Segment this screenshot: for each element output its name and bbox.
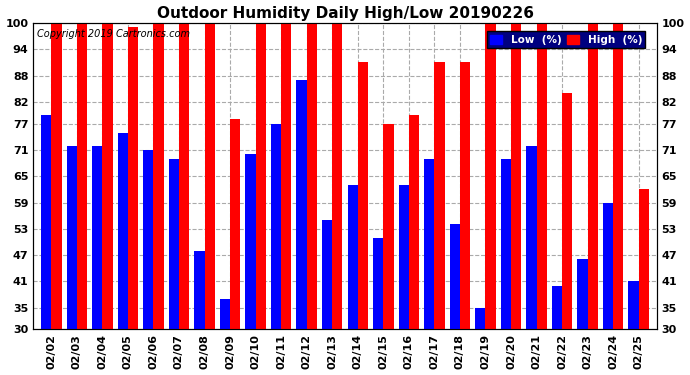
Bar: [246, 154, 255, 330]
Bar: [639, 189, 649, 330]
Bar: [537, 23, 546, 330]
Bar: [271, 124, 281, 330]
Bar: [195, 251, 204, 330]
Bar: [306, 23, 317, 330]
Bar: [41, 115, 51, 330]
Bar: [511, 23, 521, 330]
Bar: [332, 23, 342, 330]
Bar: [169, 159, 179, 330]
Bar: [220, 299, 230, 330]
Bar: [486, 23, 495, 330]
Bar: [578, 260, 588, 330]
Bar: [67, 146, 77, 330]
Bar: [358, 63, 368, 330]
Bar: [501, 159, 511, 330]
Bar: [322, 220, 332, 330]
Bar: [526, 146, 537, 330]
Bar: [460, 63, 470, 330]
Bar: [475, 308, 486, 330]
Bar: [552, 286, 562, 330]
Bar: [255, 23, 266, 330]
Bar: [281, 23, 291, 330]
Bar: [399, 185, 409, 330]
Bar: [51, 23, 61, 330]
Bar: [77, 23, 87, 330]
Bar: [629, 281, 639, 330]
Bar: [118, 132, 128, 330]
Bar: [450, 224, 460, 330]
Bar: [384, 124, 393, 330]
Bar: [144, 150, 153, 330]
Text: Copyright 2019 Cartronics.com: Copyright 2019 Cartronics.com: [37, 29, 190, 39]
Bar: [128, 27, 138, 330]
Bar: [613, 23, 623, 330]
Bar: [435, 63, 444, 330]
Bar: [409, 115, 419, 330]
Bar: [102, 23, 112, 330]
Bar: [588, 23, 598, 330]
Bar: [204, 23, 215, 330]
Legend: Low  (%), High  (%): Low (%), High (%): [486, 32, 645, 48]
Title: Outdoor Humidity Daily High/Low 20190226: Outdoor Humidity Daily High/Low 20190226: [157, 6, 533, 21]
Bar: [179, 23, 189, 330]
Bar: [230, 119, 240, 330]
Bar: [297, 80, 306, 330]
Bar: [153, 23, 164, 330]
Bar: [562, 93, 572, 330]
Bar: [92, 146, 102, 330]
Bar: [424, 159, 435, 330]
Bar: [348, 185, 358, 330]
Bar: [373, 237, 384, 330]
Bar: [603, 202, 613, 330]
